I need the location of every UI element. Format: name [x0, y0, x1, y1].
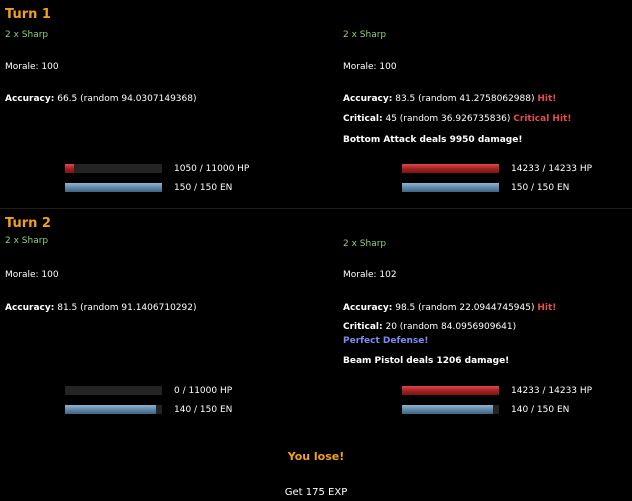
turn-2-right-critical: Critical: 20 (random 84.0956909641) — [343, 322, 516, 332]
turn-1-left-hp-text: 1050 / 11000 HP — [174, 164, 250, 174]
turn-1-title: Turn 1 — [5, 7, 51, 22]
turn-2-right-accuracy: Accuracy: 98.5 (random 22.0944745945) Hi… — [343, 303, 556, 313]
hp-fill — [65, 164, 75, 173]
turn-2-title: Turn 2 — [5, 216, 51, 231]
hp-fill — [402, 386, 499, 395]
turn-2-left-en-bar — [65, 405, 162, 414]
turn-2-right-hp-bar — [402, 386, 499, 395]
turn-2-right-status: 2 x Sharp — [343, 239, 387, 249]
turn-1-left-hp-bar — [65, 164, 162, 173]
accuracy-label: Accuracy: — [343, 94, 393, 104]
turn-1-left-status: 2 x Sharp — [5, 30, 49, 40]
turn-2-left-accuracy: Accuracy: 81.5 (random 91.1406710292) — [5, 303, 196, 313]
accuracy-label: Accuracy: — [5, 94, 55, 104]
turn-2-left-morale: Morale: 100 — [5, 270, 59, 280]
turn-1-left-en-bar — [65, 183, 162, 192]
en-fill — [65, 183, 162, 192]
accuracy-value: 98.5 (random 22.0944745945) — [392, 303, 538, 313]
critical-value: 20 (random 84.0956909641) — [382, 322, 517, 332]
critical-label: Critical: — [343, 322, 383, 332]
battle-result: You lose! — [287, 450, 345, 463]
accuracy-label: Accuracy: — [5, 303, 55, 313]
turn-1-right-hp-bar — [402, 164, 499, 173]
turn-1-right-morale: Morale: 100 — [343, 62, 397, 72]
accuracy-value: 81.5 (random 91.1406710292) — [54, 303, 197, 313]
accuracy-value: 83.5 (random 41.2758062988) — [392, 94, 538, 104]
turn-1-right-accuracy: Accuracy: 83.5 (random 41.2758062988) Hi… — [343, 94, 556, 104]
hit-result: Hit! — [537, 303, 557, 313]
en-fill — [402, 405, 493, 414]
turn-2-left-en-text: 140 / 150 EN — [174, 405, 233, 415]
turn-1-right-status: 2 x Sharp — [343, 30, 387, 40]
en-fill — [65, 405, 156, 414]
turn-2-right-defense-result: Perfect Defense! — [343, 336, 429, 346]
turn-1-right-hp-text: 14233 / 14233 HP — [511, 164, 593, 174]
critical-result: Critical Hit! — [513, 114, 572, 124]
accuracy-label: Accuracy: — [343, 303, 393, 313]
turn-1-left-morale: Morale: 100 — [5, 62, 59, 72]
turn-1-right-en-text: 150 / 150 EN — [511, 183, 570, 193]
turn-1-right-damage: Bottom Attack deals 9950 damage! — [343, 135, 523, 145]
turn-1-left-accuracy: Accuracy: 66.5 (random 94.0307149368) — [5, 94, 196, 104]
en-fill — [402, 183, 499, 192]
turn-2-right-en-text: 140 / 150 EN — [511, 405, 570, 415]
turn-2-right-hp-text: 14233 / 14233 HP — [511, 386, 593, 396]
critical-label: Critical: — [343, 114, 383, 124]
turn-2-left-hp-text: 0 / 11000 HP — [174, 386, 233, 396]
turn-2-left-hp-bar — [65, 386, 162, 395]
turn-1-right-en-bar — [402, 183, 499, 192]
turn-2-right-en-bar — [402, 405, 499, 414]
turn-1-left-en-text: 150 / 150 EN — [174, 183, 233, 193]
hit-result: Hit! — [537, 94, 557, 104]
accuracy-value: 66.5 (random 94.0307149368) — [54, 94, 197, 104]
turn-2-right-damage: Beam Pistol deals 1206 damage! — [343, 356, 510, 366]
turn-1-right-critical: Critical: 45 (random 36.926735836) Criti… — [343, 114, 571, 124]
exp-reward: Get 175 EXP — [284, 487, 348, 498]
turn-2-right-morale: Morale: 102 — [343, 270, 397, 280]
turn-divider — [0, 208, 632, 209]
hp-fill — [402, 164, 499, 173]
turn-2-left-status: 2 x Sharp — [5, 236, 49, 246]
critical-value: 45 (random 36.926735836) — [382, 114, 514, 124]
